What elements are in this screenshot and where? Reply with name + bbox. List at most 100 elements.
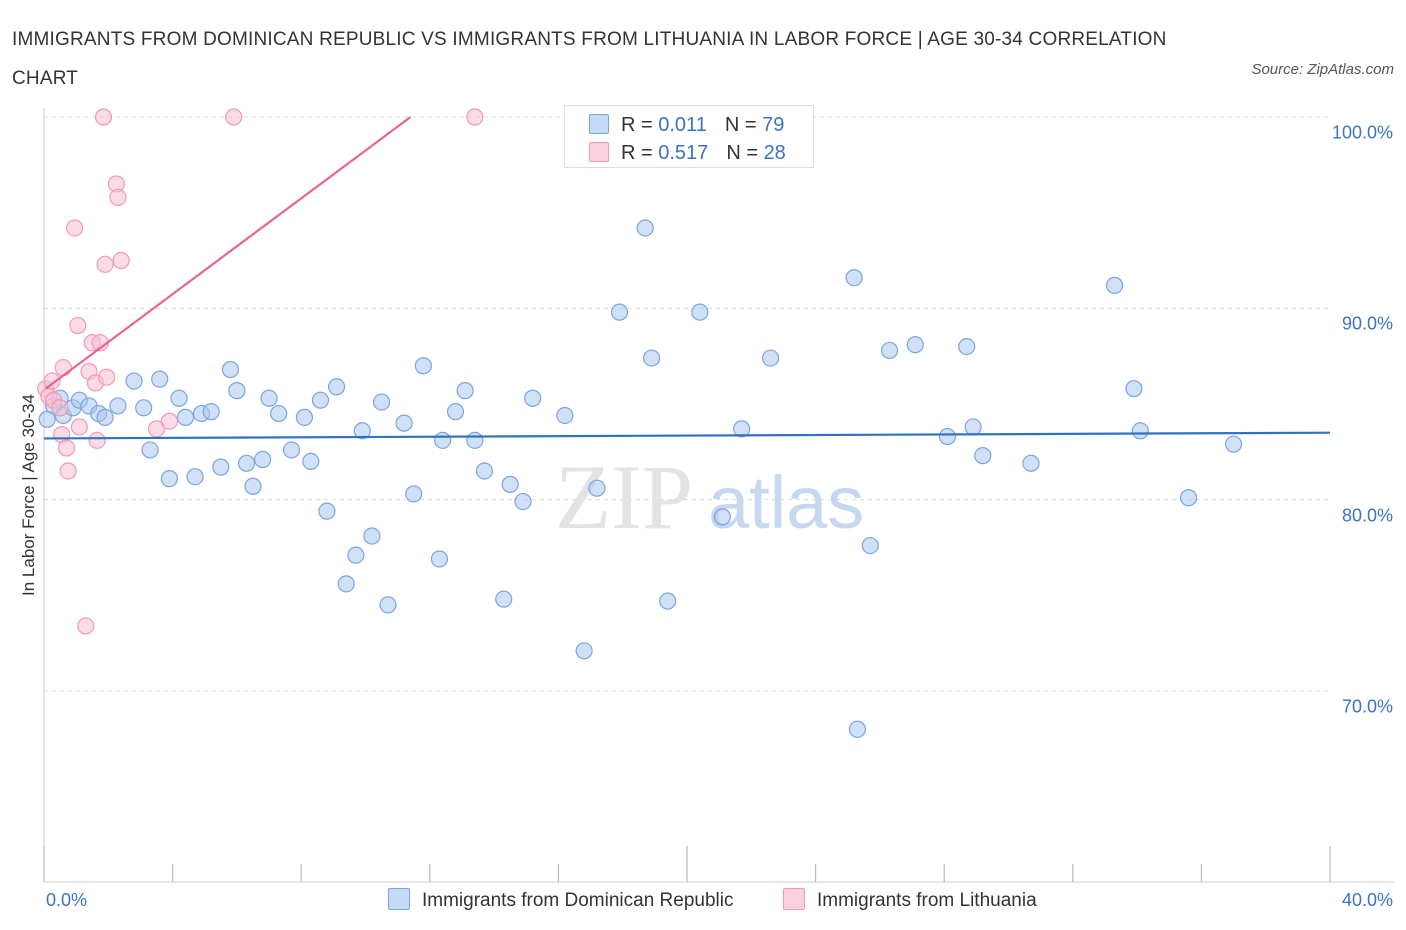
point-lithuania [77, 617, 95, 635]
chart-title: IMMIGRANTS FROM DOMINICAN REPUBLIC VS IM… [12, 29, 1167, 89]
trend-lines [43, 116, 1331, 440]
point-lithuania [96, 255, 114, 273]
point-dominican [1125, 380, 1143, 398]
point-dominican [302, 452, 320, 470]
point-dominican [514, 492, 532, 511]
point-dominican [880, 341, 899, 360]
point-dominican [861, 536, 879, 555]
r-label: R = [621, 142, 659, 164]
point-dominican [733, 420, 751, 438]
legend-label-lithuania: Immigrants from Lithuania [817, 890, 1037, 911]
point-dominican [244, 477, 262, 495]
y-tick-label: 90.0% [1341, 313, 1393, 334]
r-value: 0.011 [658, 114, 707, 136]
point-dominican [636, 219, 654, 237]
point-dominican [1022, 454, 1040, 472]
y-tick-label: 100.0% [1331, 122, 1393, 143]
point-dominican [501, 475, 519, 493]
point-dominican [1179, 489, 1198, 507]
point-dominican [176, 408, 195, 426]
point-dominican [228, 382, 246, 400]
stats-legend-row-dominican: R = 0.011 N = 79 [589, 114, 784, 136]
n-label: N = [726, 142, 764, 164]
point-lithuania [70, 418, 88, 436]
n-value: 28 [763, 142, 786, 164]
point-lithuania [160, 412, 178, 430]
x-tick-max: 40.0% [1341, 890, 1393, 910]
legend-item-lithuania[interactable]: Immigrants from Lithuania [783, 888, 1037, 914]
legend-swatch-blue [589, 114, 609, 134]
point-dominican [495, 590, 513, 608]
point-dominican [434, 431, 452, 449]
data-points [37, 108, 1243, 738]
point-lithuania [69, 316, 87, 335]
point-dominican [466, 431, 484, 449]
point-dominican [96, 408, 114, 426]
point-dominican [237, 454, 256, 472]
point-dominican [643, 349, 661, 367]
point-dominican [38, 410, 56, 428]
point-dominican [446, 403, 465, 421]
legend-swatch-pink [783, 888, 805, 910]
point-dominican [337, 575, 355, 593]
legend-swatch-blue [388, 888, 410, 910]
point-dominican [848, 720, 866, 738]
point-dominican [202, 403, 220, 421]
point-lithuania [109, 188, 127, 206]
point-dominican [524, 389, 542, 407]
stats-legend: R = 0.011 N = 79 R = 0.517 N = 28 [564, 105, 814, 168]
point-dominican [395, 414, 413, 432]
point-dominican [353, 422, 371, 440]
point-dominican [295, 408, 314, 426]
point-dominican [1131, 422, 1149, 440]
point-lithuania [88, 431, 106, 449]
point-dominican [456, 382, 474, 400]
point-lithuania [466, 108, 484, 126]
watermark-zip: ZIP [555, 446, 693, 548]
point-dominican [125, 372, 143, 390]
point-lithuania [94, 108, 113, 126]
point-dominican [221, 360, 240, 379]
watermark-atlas: atlas [708, 461, 864, 544]
point-dominican [964, 418, 982, 436]
point-dominican [405, 485, 423, 503]
point-dominican [691, 303, 709, 321]
point-dominican [414, 357, 432, 375]
point-dominican [575, 642, 593, 660]
axes [43, 108, 1394, 883]
x-tick-min: 0.0% [46, 890, 88, 910]
point-dominican [270, 404, 288, 423]
point-dominican [761, 349, 780, 367]
series-legend: Immigrants from Dominican Republic Immig… [0, 888, 1406, 914]
point-dominican [135, 399, 153, 417]
point-dominican [327, 378, 346, 396]
chart-source: Source: ZipAtlas.com [1251, 61, 1394, 78]
point-dominican [974, 447, 992, 465]
point-dominican [311, 391, 330, 409]
n-value: 79 [762, 114, 785, 136]
gridlines [44, 116, 1330, 692]
point-lithuania [225, 108, 243, 126]
point-dominican [475, 462, 494, 480]
point-lithuania [54, 359, 72, 377]
point-dominican [610, 303, 629, 321]
point-dominican [1224, 435, 1243, 453]
point-dominican [430, 550, 449, 568]
point-dominican [282, 441, 301, 459]
y-tick-label: 80.0% [1341, 505, 1393, 526]
legend-item-dominican[interactable]: Immigrants from Dominican Republic [388, 888, 734, 914]
point-dominican [372, 393, 391, 411]
r-label: R = [621, 114, 659, 136]
point-dominican [212, 458, 230, 476]
trend-line-dominican [43, 431, 1331, 440]
point-dominican [556, 406, 574, 425]
point-dominican [906, 336, 924, 354]
point-lithuania [57, 439, 76, 457]
point-dominican [958, 338, 976, 356]
point-dominican [109, 397, 127, 415]
point-lithuania [65, 219, 84, 237]
legend-swatch-pink [589, 142, 609, 162]
point-dominican [713, 508, 731, 526]
n-label: N = [724, 114, 763, 136]
